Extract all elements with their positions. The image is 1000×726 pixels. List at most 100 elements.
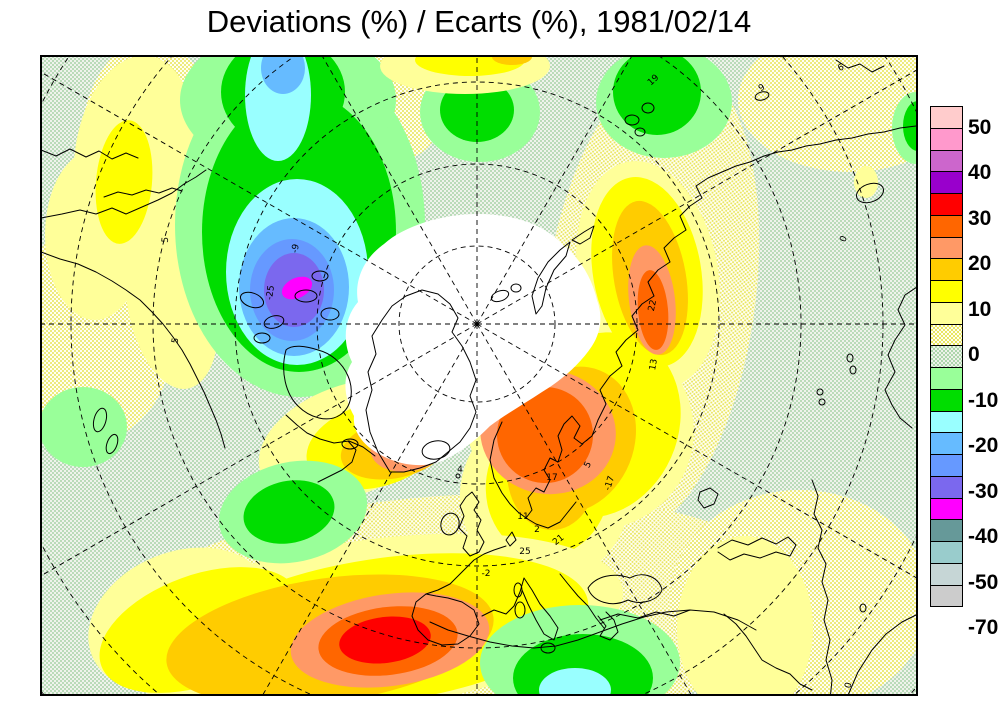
colorbar-tick-label: 0: [968, 343, 980, 367]
island-vancouver: [92, 407, 108, 433]
contour-label: 22: [647, 299, 659, 312]
contour-label: -2: [482, 569, 491, 579]
colorbar: [930, 106, 963, 608]
coast-denmark: [505, 531, 517, 547]
island-arctic-4: [320, 307, 340, 321]
colorbar-cell: [930, 541, 963, 564]
colorbar-cell: [930, 388, 963, 412]
contour-label: 5: [171, 337, 182, 344]
island-tiny-2: [849, 365, 857, 375]
coast-europe-west: [425, 545, 507, 595]
colorbar-tick-label: -40: [968, 525, 999, 549]
anomaly-positive-top-centre: [380, 56, 550, 94]
colorbar-tick-label: 20: [968, 252, 992, 276]
colorbar-cell: [930, 410, 963, 434]
island-arctic-2: [263, 315, 285, 329]
island-severnaya-2: [641, 102, 655, 114]
island-severnaya-1: [624, 114, 640, 126]
colorbar-cell: [930, 519, 963, 542]
colorbar-tick-label: -10: [968, 388, 999, 412]
colorbar-tick-label: -70: [968, 616, 999, 640]
island-tiny-3: [816, 388, 824, 396]
island-novaya-zemlya: [531, 241, 571, 315]
coast-aleutians: [103, 187, 183, 198]
coast-greenland: [365, 289, 477, 473]
island-caspian: [859, 603, 867, 613]
colorbar-tick-label: 10: [968, 297, 992, 321]
coast-eurasia-arctic: [597, 125, 917, 421]
contour-label: -9: [290, 243, 302, 254]
coast-levant: [723, 613, 813, 691]
colorbar-cell: [930, 454, 963, 477]
coast-hudson-bay: [283, 345, 352, 420]
colorbar-tick-label: 50: [968, 115, 992, 139]
island-novaya-zemlya-2: [571, 225, 595, 245]
anomaly-positive-atlantic-iberia: [88, 533, 623, 695]
island-faroe: [455, 473, 461, 479]
polar-no-data-cap: [345, 214, 601, 466]
island-newfoundland: [341, 438, 359, 450]
coast-north-america-west: [41, 251, 226, 449]
island-haida: [105, 433, 119, 455]
colorbar-cell: [930, 236, 963, 260]
colorbar-cell: [930, 127, 963, 151]
coast-north-africa: [429, 609, 757, 649]
contour-label: 11: [517, 512, 528, 522]
coast-aral: [717, 536, 797, 561]
island-corsica: [513, 582, 523, 598]
colorbar-cell: [930, 301, 963, 325]
colorbar-tick-label: -20: [968, 434, 999, 458]
colorbar-cell: [930, 214, 963, 238]
coast-gulf: [847, 614, 917, 695]
island-arctic-3: [294, 289, 318, 303]
island-severnaya-3: [634, 127, 646, 137]
coast-top-right: [835, 59, 885, 73]
coast-scandinavia: [489, 415, 599, 519]
coast-chukotka: [41, 148, 139, 160]
coast-balkans: [559, 573, 619, 641]
coast-great-britain: [458, 491, 485, 557]
coast-caspian-west: [811, 479, 833, 695]
island-arctic-1: [239, 291, 265, 309]
island-svalbard-2: [510, 283, 522, 293]
island-tiny-1: [846, 353, 854, 363]
island-wrangel: [855, 182, 885, 204]
colorbar-cell: [930, 584, 963, 608]
island-arctic-5: [253, 332, 271, 344]
island-svalbard: [490, 289, 510, 303]
colorbar-cell: [930, 149, 963, 173]
colorbar-cell: [930, 171, 963, 194]
colorbar-cell: [930, 258, 963, 281]
colorbar-cell: [930, 280, 963, 303]
coast-baltic: [525, 501, 577, 529]
coast-bering: [41, 169, 207, 219]
map-frame: [40, 55, 918, 696]
island-sardinia: [514, 601, 526, 619]
figure-title: Deviations (%) / Ecarts (%), 1981/02/14: [206, 4, 752, 39]
coast-stlawrence: [285, 414, 376, 457]
island-arctic-6: [311, 270, 329, 282]
contour-label: 5: [161, 237, 171, 244]
anomaly-negative-pacific: [41, 387, 127, 467]
colorbar-tick-label: -30: [968, 479, 999, 503]
contour-label: 0: [843, 681, 854, 689]
coast-turkey: [599, 609, 691, 621]
colorbar-tick-label: -50: [968, 570, 999, 594]
coast-black-sea: [587, 574, 663, 604]
contour-label: 4: [457, 465, 463, 475]
colorbar-cell: [930, 106, 963, 129]
contour-label: -25: [265, 285, 277, 301]
contour-label: 5: [583, 460, 595, 470]
coast-iberia: [411, 593, 480, 646]
island-ireland: [440, 512, 460, 536]
contour-label: 2: [534, 525, 540, 535]
colorbar-cell: [930, 367, 963, 390]
colorbar-cell: [930, 432, 963, 455]
colorbar-cell: [930, 193, 963, 216]
contour-label: 6: [836, 62, 846, 74]
coast-okhotsk: [884, 286, 917, 429]
colorbar-tick-label: 30: [968, 206, 992, 230]
